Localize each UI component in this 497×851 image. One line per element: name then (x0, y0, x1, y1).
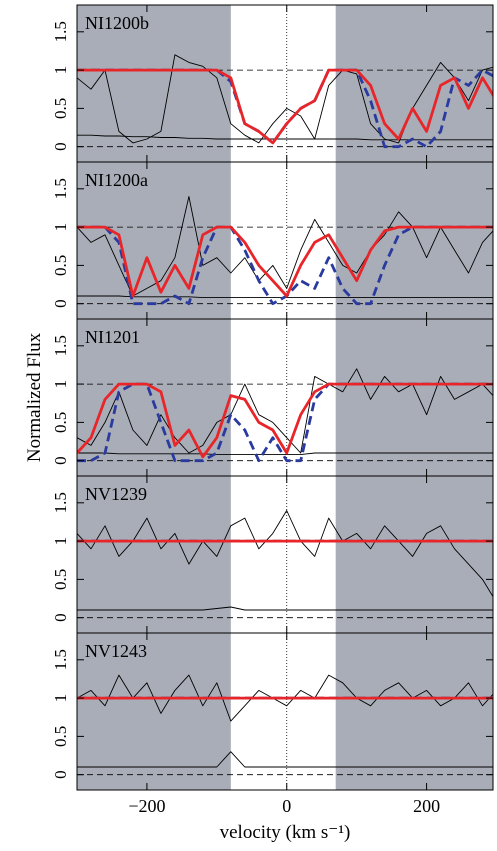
model-line (77, 382, 493, 459)
y-tick-label: 0.5 (51, 98, 70, 119)
y-tick-label: 1.5 (51, 492, 70, 513)
clear-region (230, 476, 336, 633)
flux-line (77, 452, 493, 456)
flux-line (77, 606, 493, 611)
y-tick-label: 0 (51, 770, 70, 779)
x-tick-label: −200 (128, 796, 165, 816)
panel-frame (76, 632, 494, 791)
y-tick-label: 0.5 (51, 255, 70, 276)
x-tick-label: 200 (413, 796, 440, 816)
panel (77, 5, 493, 162)
y-tick-label: 1.5 (51, 649, 70, 670)
y-tick-label: 1.5 (51, 178, 70, 199)
panel (77, 476, 493, 633)
panel (77, 319, 493, 476)
panel-label: NI1200a (85, 170, 148, 190)
y-tick-label: 0.5 (51, 569, 70, 590)
y-tick-label: 0 (51, 299, 70, 308)
flux-line (77, 134, 493, 141)
clear-region (230, 319, 336, 476)
y-tick-label: 1 (51, 380, 70, 389)
model-line (77, 68, 493, 145)
y-tick-label: 1.5 (51, 335, 70, 356)
clear-region (230, 5, 336, 162)
flux-line (77, 674, 493, 722)
panel-label: NI1200b (85, 13, 149, 33)
flux-line (77, 54, 493, 144)
y-tick-label: 0.5 (51, 726, 70, 747)
y-tick-label: 0.5 (51, 412, 70, 433)
x-tick-label: 0 (282, 796, 291, 816)
panel-label: NV1243 (85, 641, 147, 661)
x-axis-label: velocity (km s⁻¹) (220, 822, 351, 843)
flux-line (77, 196, 493, 297)
panel (77, 633, 493, 790)
clear-region (230, 633, 336, 790)
flux-line (77, 510, 493, 598)
y-tick-label: 1 (51, 66, 70, 75)
panel-label: NV1239 (85, 484, 147, 504)
model-line (77, 225, 493, 298)
y-tick-label: 1 (51, 694, 70, 703)
y-tick-label: 0 (51, 142, 70, 151)
y-tick-label: 1.5 (51, 21, 70, 42)
panel-label: NI1201 (85, 327, 140, 347)
flux-line (77, 368, 493, 454)
panel (77, 162, 493, 319)
y-tick-label: 1 (51, 537, 70, 546)
y-tick-label: 0 (51, 456, 70, 465)
y-axis-label: Normalized Flux (24, 332, 45, 462)
flux-line (77, 751, 493, 768)
y-tick-label: 1 (51, 223, 70, 232)
y-tick-label: 0 (51, 613, 70, 622)
